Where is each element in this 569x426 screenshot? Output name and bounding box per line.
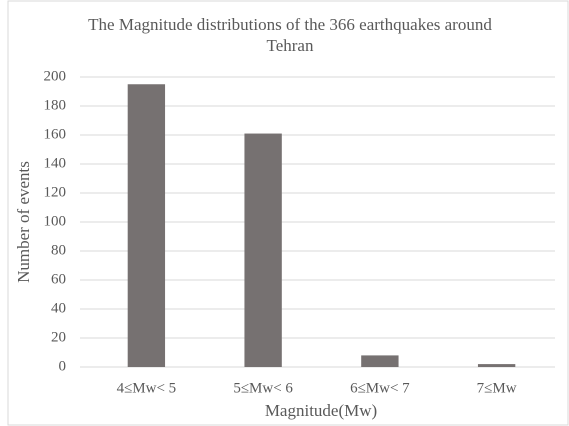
y-tick-label: 80 xyxy=(51,242,66,258)
y-tick-label: 20 xyxy=(51,329,66,345)
chart-frame xyxy=(7,0,569,426)
y-tick-label: 120 xyxy=(44,184,67,200)
chart-title: The Magnitude distributions of the 366 e… xyxy=(88,15,492,55)
bar xyxy=(244,133,282,367)
y-tick-label: 60 xyxy=(51,271,66,287)
x-tick-label: 5≤Mw< 6 xyxy=(233,380,293,396)
y-tick-label: 200 xyxy=(44,68,67,84)
y-tick-label: 0 xyxy=(59,358,67,374)
y-tick-label: 40 xyxy=(51,300,66,316)
x-tick-label: 4≤Mw< 5 xyxy=(117,380,177,396)
bar xyxy=(361,355,399,367)
x-tick-label: 6≤Mw< 7 xyxy=(350,380,410,396)
x-tick-label: 7≤Mw xyxy=(477,380,517,396)
bar xyxy=(477,364,516,367)
y-tick-label: 140 xyxy=(44,155,67,171)
y-axis-title: Number of events xyxy=(14,161,33,283)
bar xyxy=(127,84,166,367)
x-axis-title: Magnitude(Mw) xyxy=(265,401,377,420)
y-tick-label: 180 xyxy=(44,97,67,113)
y-tick-label: 160 xyxy=(44,126,67,142)
y-tick-label: 100 xyxy=(44,213,67,229)
